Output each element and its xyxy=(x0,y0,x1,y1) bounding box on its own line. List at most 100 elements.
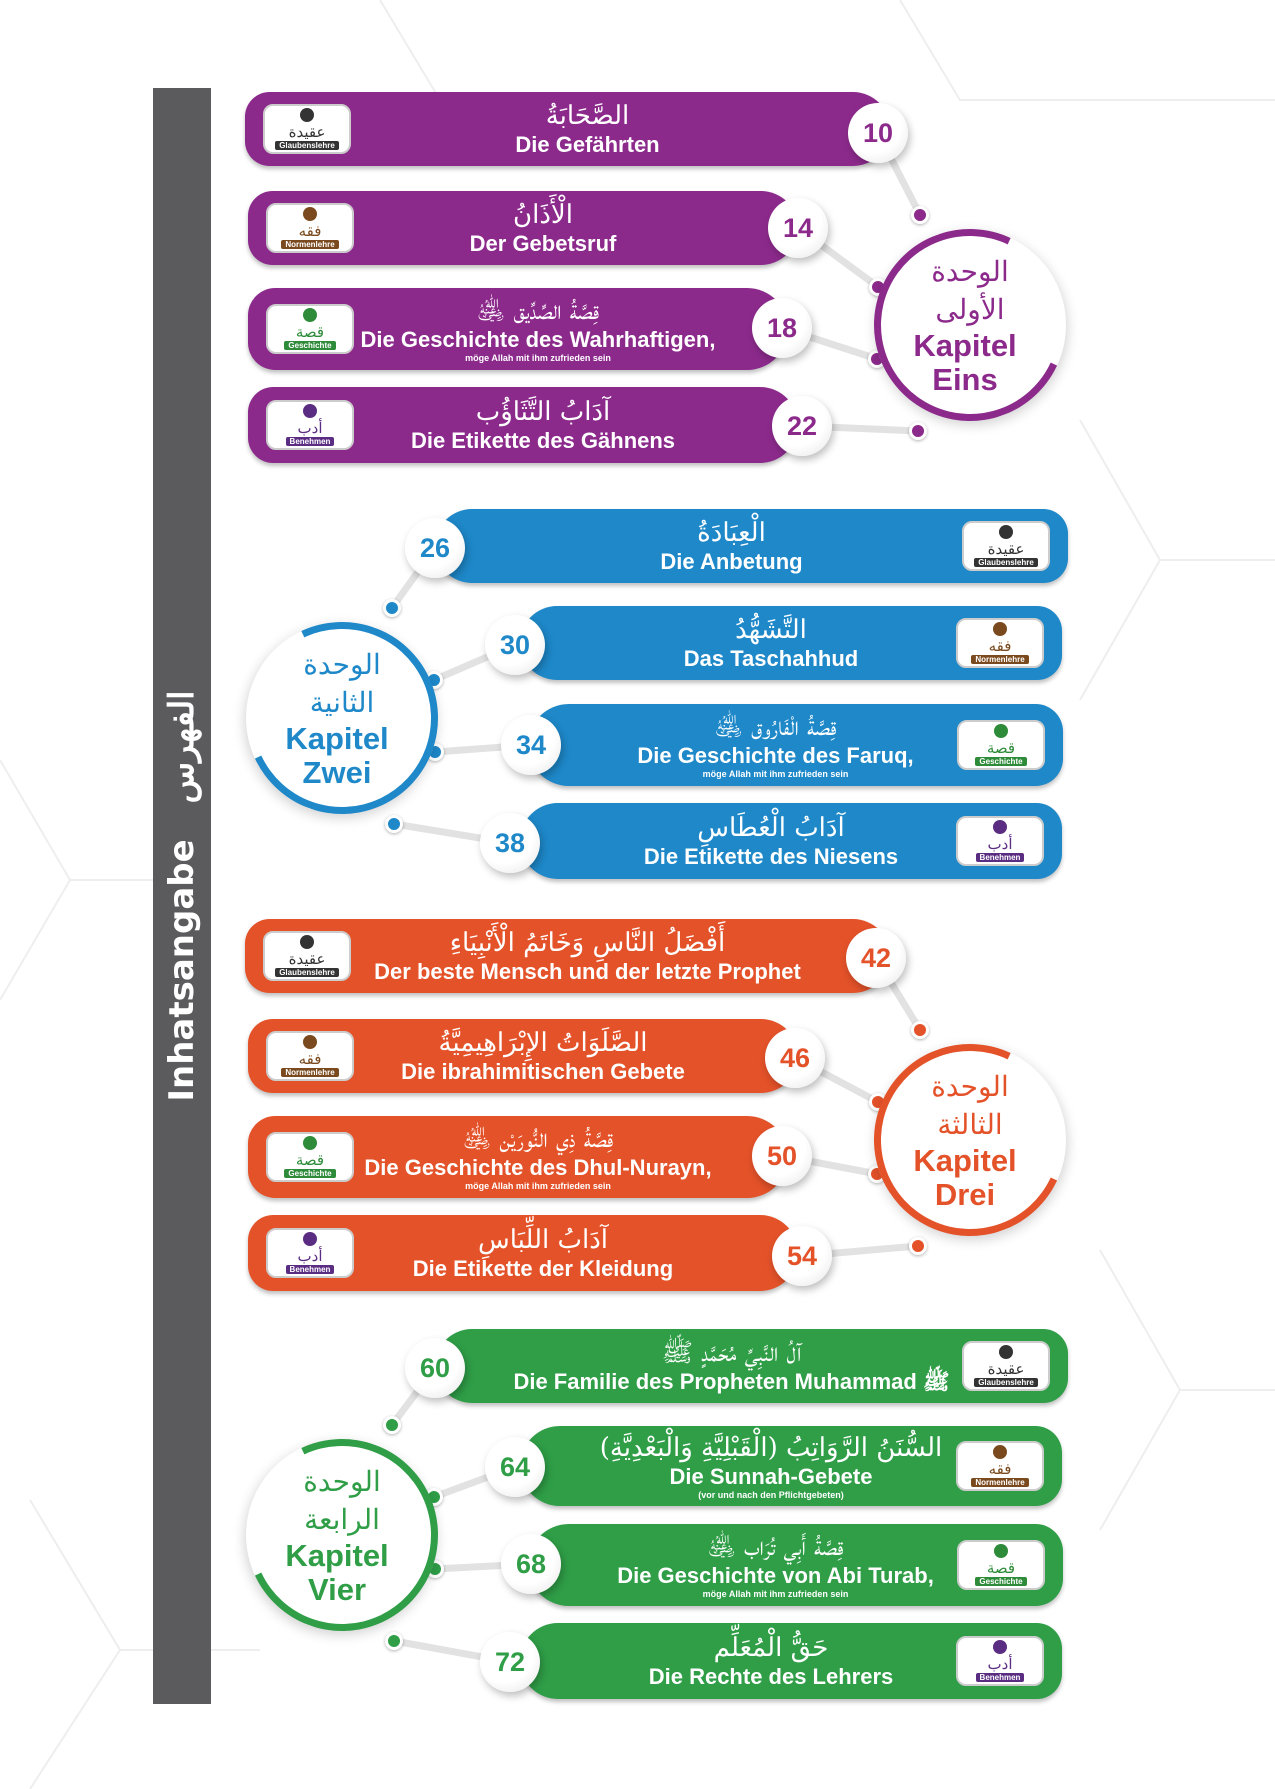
category-de: Glaubenslehre xyxy=(275,141,339,150)
page-number-badge[interactable]: 34 xyxy=(501,715,561,775)
lesson-title-ar: قِصَّةُ ذِي النُّورَيْن ﵁ xyxy=(462,1124,614,1154)
page-number-badge[interactable]: 72 xyxy=(480,1632,540,1692)
kaaba-icon xyxy=(993,622,1007,636)
lesson-item[interactable]: أَفْضَلُ النَّاسِ وَخَاتَمُ الْأَنْبِيَا… xyxy=(245,919,890,993)
book-icon xyxy=(303,308,317,322)
category-de: Geschichte xyxy=(284,1169,336,1178)
lesson-title-de: Die Sunnah-Gebete xyxy=(669,1464,873,1489)
lesson-title-de: Die Geschichte des Faruq, xyxy=(637,743,914,768)
category-ar: قصة xyxy=(986,739,1016,757)
page-number-badge[interactable]: 38 xyxy=(480,813,540,873)
page-number-badge[interactable]: 60 xyxy=(405,1338,465,1398)
unit-title-de: Kapitel Zwei xyxy=(285,721,389,790)
page-number-badge[interactable]: 68 xyxy=(501,1534,561,1594)
person-icon xyxy=(993,820,1007,834)
adab-category-badge: أدب Benehmen xyxy=(956,1636,1044,1686)
lesson-text: قِصَّةُ ذِي النُّورَيْن ﵁ Die Geschichte … xyxy=(248,1123,788,1191)
lesson-item[interactable]: التَّشَهُّدُ Das Taschahhud فقه Normenlehre xyxy=(520,606,1062,680)
lesson-title-ar: التَّشَهُّدُ xyxy=(735,615,807,645)
lesson-item[interactable]: قِصَّةُ الصِّدِّيق ﵁ Die Geschichte des W… xyxy=(248,288,788,370)
category-de: Geschichte xyxy=(284,341,336,350)
lesson-text: الْعِبَادَةُ Die Anbetung xyxy=(435,517,1068,575)
lesson-item[interactable]: السُّنَنُ الرَّوَاتِبُ (الْقَبْلِيَّةِ و… xyxy=(520,1426,1062,1506)
unit-title-de: Kapitel Drei xyxy=(913,1143,1017,1212)
lesson-title-de: Das Taschahhud xyxy=(683,646,859,671)
connector-dot xyxy=(385,1632,404,1650)
lesson-title-de: Die Geschichte des Dhul-Nurayn, xyxy=(364,1155,712,1180)
category-ar: أدب xyxy=(987,835,1013,853)
lesson-item[interactable]: قِصَّةُ ذِي النُّورَيْن ﵁ Die Geschichte … xyxy=(248,1116,788,1198)
category-ar: عقيدة xyxy=(288,950,326,968)
sidebar-title-bar: Inhatsangabe الفهرس xyxy=(153,88,211,1704)
lesson-subtitle: möge Allah mit ihm zufrieden sein xyxy=(702,1589,849,1599)
lesson-item[interactable]: الْعِبَادَةُ Die Anbetung عقيدة Glaubensleh… xyxy=(435,509,1068,583)
lesson-text: آدَابُ الْعُطَاسِ Die Etikette des Niesen… xyxy=(520,812,1062,870)
lesson-title-ar: آدَابُ التَّثَاؤُب xyxy=(475,397,611,427)
book-icon xyxy=(303,1136,317,1150)
fiqh-category-badge: فقه Normenlehre xyxy=(956,1441,1044,1491)
lesson-item[interactable]: آلُ النَّبِيِّ مُحَمَّدٍ ﷺ Die Familie de… xyxy=(435,1329,1068,1403)
lesson-subtitle: möge Allah mit ihm zufrieden sein xyxy=(465,353,611,363)
lesson-item[interactable]: الصَّلَوَاتُ الإِبْرَاهِيمِيَّةُ Die ibra… xyxy=(248,1019,798,1093)
lesson-title-de: Die Rechte des Lehrers xyxy=(648,1664,894,1689)
fiqh-category-badge: فقه Normenlehre xyxy=(266,1031,354,1081)
category-ar: فقه xyxy=(988,637,1012,655)
page-number-badge[interactable]: 46 xyxy=(765,1028,825,1088)
unit-circle-text: الوحدة الثالثة Kapitel Drei xyxy=(905,1068,1035,1212)
aqidah-category-badge: عقيدة Glaubenslehre xyxy=(263,104,351,154)
category-ar: فقه xyxy=(298,222,322,240)
category-de: Geschichte xyxy=(975,1577,1027,1586)
category-de: Benehmen xyxy=(285,437,335,446)
lesson-title-ar: حَقُّ الْمُعَلِّم xyxy=(713,1633,829,1663)
lesson-item[interactable]: الصَّحَابَةُ Die Gefährten عقيدة Glaubensle… xyxy=(245,92,890,166)
category-de: Glaubenslehre xyxy=(275,968,339,977)
lesson-title-de: Die ibrahimitischen Gebete xyxy=(401,1059,685,1084)
lesson-subtitle: möge Allah mit ihm zufrieden sein xyxy=(702,769,849,779)
raised-finger-icon xyxy=(999,525,1013,539)
lesson-item[interactable]: قِصَّةُ الْفَارُوق ﵁ Die Geschichte des F… xyxy=(528,704,1063,786)
fiqh-category-badge: فقه Normenlehre xyxy=(266,203,354,253)
adab-category-badge: أدب Benehmen xyxy=(266,400,354,450)
page-number-badge[interactable]: 54 xyxy=(772,1226,832,1286)
page-number-badge[interactable]: 26 xyxy=(405,518,465,578)
lesson-text: قِصَّةُ الصِّدِّيق ﵁ Die Geschichte des W… xyxy=(248,295,788,363)
category-ar: عقيدة xyxy=(288,123,326,141)
lesson-item[interactable]: حَقُّ الْمُعَلِّم Die Rechte des Lehrers أ… xyxy=(520,1623,1062,1699)
kaaba-icon xyxy=(303,1035,317,1049)
lesson-item[interactable]: آدَابُ التَّثَاؤُب Die Etikette des Gähne… xyxy=(248,387,798,463)
book-icon xyxy=(994,724,1008,738)
category-de: Benehmen xyxy=(975,853,1025,862)
lesson-item[interactable]: آدَابُ الْعُطَاسِ Die Etikette des Niesen… xyxy=(520,803,1062,879)
page-number-badge[interactable]: 64 xyxy=(485,1437,545,1497)
lesson-text: قِصَّةُ أَبِي تُرَاب ﵁ Die Geschichte von… xyxy=(528,1531,1063,1599)
page-number-badge[interactable]: 18 xyxy=(752,298,812,358)
fiqh-category-badge: فقه Normenlehre xyxy=(956,618,1044,668)
lesson-title-de: Die Etikette des Gähnens xyxy=(410,428,676,453)
lesson-text: حَقُّ الْمُعَلِّم Die Rechte des Lehrers xyxy=(520,1632,1062,1690)
category-de: Geschichte xyxy=(975,757,1027,766)
category-de: Glaubenslehre xyxy=(974,1378,1038,1387)
lesson-item[interactable]: الْأَذَانُ Der Gebetsruf فقه Normenlehre xyxy=(248,191,798,265)
page-number-badge[interactable]: 50 xyxy=(752,1126,812,1186)
lesson-title-ar: الْعِبَادَةُ xyxy=(697,518,766,548)
unit-title-ar: الوحدة الثانية xyxy=(303,648,381,719)
lesson-item[interactable]: آدَابُ اللِّبَاسِ Die Etikette der Kleidu… xyxy=(248,1215,798,1291)
page-number-badge[interactable]: 10 xyxy=(848,103,908,163)
lesson-item[interactable]: قِصَّةُ أَبِي تُرَاب ﵁ Die Geschichte von… xyxy=(528,1524,1063,1606)
lesson-title-de: Der beste Mensch und der letzte Prophet xyxy=(374,959,801,984)
lesson-title-de: Der Gebetsruf xyxy=(469,231,617,256)
page-number-badge[interactable]: 22 xyxy=(772,396,832,456)
connector-dot xyxy=(908,1237,927,1255)
page-number-badge[interactable]: 14 xyxy=(768,198,828,258)
lesson-title-ar: آدَابُ الْعُطَاسِ xyxy=(697,813,845,843)
lesson-text: آدَابُ التَّثَاؤُب Die Etikette des Gähne… xyxy=(248,396,798,454)
category-ar: قصة xyxy=(295,323,325,341)
raised-finger-icon xyxy=(999,1345,1013,1359)
unit-title-ar: الوحدة الثالثة xyxy=(931,1070,1009,1141)
qissa-category-badge: قصة Geschichte xyxy=(957,1540,1045,1590)
category-de: Benehmen xyxy=(975,1673,1025,1682)
category-ar: عقيدة xyxy=(987,1360,1025,1378)
page-number-badge[interactable]: 30 xyxy=(485,615,545,675)
page-number-badge[interactable]: 42 xyxy=(846,928,906,988)
